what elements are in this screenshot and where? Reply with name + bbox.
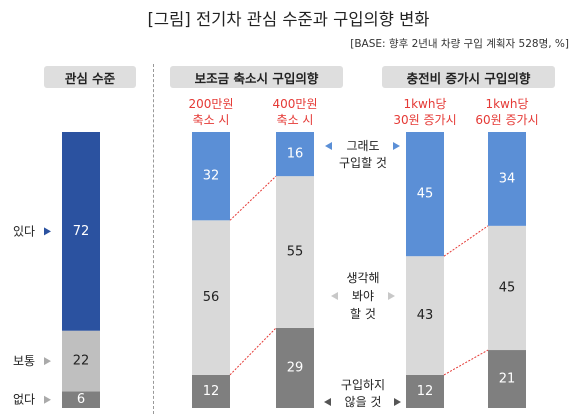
side-arrow-icon: [44, 395, 51, 404]
charging-category-label-1-line2: 60원 증가시: [475, 113, 538, 127]
interest-bar-value-0: 6: [77, 392, 85, 407]
subsidy-bar-1-value-0: 29: [287, 360, 304, 375]
subsidy-connector-1: [229, 327, 277, 376]
charging-bar-1-segment-1: [488, 225, 526, 351]
interest-bar-value-2: 72: [73, 224, 90, 239]
middle-label-think-line2: 봐야: [352, 289, 374, 303]
subsidy-category-label-0-line2: 축소 시: [193, 113, 230, 127]
subsidy-category-label-1-line1: 400만원: [273, 97, 318, 111]
section-header-subsidy: 보조금 축소시 구입의향: [170, 66, 343, 88]
still-buy-right-arrow-icon: [393, 142, 400, 150]
middle-label-think-line3: 할 것: [350, 307, 376, 321]
charging-category-label-0-line2: 30원 증가시: [393, 113, 456, 127]
charging-bar-1-value-1: 45: [499, 280, 516, 295]
section-divider: [153, 64, 154, 414]
side-arrow-icon: [44, 357, 51, 366]
subsidy-bar-0-segment-1: [192, 220, 230, 375]
subsidy-bar-0-value-0: 12: [203, 384, 220, 399]
charging-bar-0-value-1: 43: [417, 308, 434, 323]
subsidy-bar-1-value-2: 16: [287, 147, 304, 162]
subsidy-bar-1-value-1: 55: [287, 245, 304, 260]
charging-bar-0-segment-0: [406, 374, 444, 408]
interest-bar-segment-0: [62, 391, 100, 408]
subsidy-category-label-0-line1: 200만원: [189, 97, 234, 111]
side-label-have: 있다: [13, 224, 35, 238]
subsidy-bar-1-segment-0: [276, 327, 314, 408]
base-note: [BASE: 향후 2년내 차량 구입 계획자 528명, %]: [350, 38, 569, 50]
subsidy-bar-1-segment-1: [276, 176, 314, 328]
charging-category-label-0-line1: 1kwh당: [403, 97, 446, 111]
charging-bar-1-segment-2: [488, 132, 526, 226]
side-label-none: 없다: [13, 393, 35, 407]
middle-label-still-buy-line1: 그래도: [346, 139, 379, 153]
think-left-arrow-icon: [331, 292, 338, 300]
middle-label-not-buy-line2: 않을 것: [345, 395, 382, 409]
middle-label-still-buy-line2: 구입할 것: [339, 156, 387, 170]
charging-bar-1-value-0: 21: [499, 372, 516, 387]
subsidy-bar-0-segment-0: [192, 374, 230, 408]
still-buy-left-arrow-icon: [325, 142, 332, 150]
subsidy-bar-0-value-2: 32: [203, 169, 220, 184]
section-header-interest: 관심 수준: [44, 66, 136, 88]
subsidy-bar-1-segment-2: [276, 132, 314, 177]
think-right-arrow-icon: [388, 292, 395, 300]
middle-label-think-line1: 생각해: [346, 271, 379, 285]
side-label-neutral: 보통: [13, 354, 35, 368]
not-buy-right-arrow-icon: [394, 398, 401, 406]
charging-bar-0-value-0: 12: [417, 384, 434, 399]
subsidy-category-label-1-line2: 축소 시: [277, 113, 314, 127]
interest-bar-segment-2: [62, 132, 100, 331]
charging-bar-1-segment-0: [488, 350, 526, 408]
charging-category-label-1-line1: 1kwh당: [485, 97, 528, 111]
charging-connector-1: [443, 349, 489, 376]
charging-bar-0-value-2: 45: [417, 187, 434, 202]
subsidy-connector-2: [229, 175, 277, 221]
not-buy-left-arrow-icon: [324, 398, 331, 406]
interest-bar-value-1: 22: [73, 354, 90, 369]
charging-bar-0-segment-1: [406, 256, 444, 375]
charging-connector-2: [443, 225, 489, 257]
charging-bar-1-value-2: 34: [499, 171, 516, 186]
subsidy-bar-0-value-1: 56: [203, 290, 220, 305]
charging-bar-0-segment-2: [406, 132, 444, 257]
middle-label-not-buy-line1: 구입하지: [341, 378, 385, 392]
chart-title: [그림] 전기차 관심 수준과 구입의향 변화: [147, 10, 430, 29]
subsidy-bar-0-segment-2: [192, 132, 230, 221]
interest-bar-segment-1: [62, 330, 100, 392]
section-header-charging: 충전비 증가시 구입의향: [382, 66, 555, 88]
side-arrow-icon: [44, 227, 51, 236]
